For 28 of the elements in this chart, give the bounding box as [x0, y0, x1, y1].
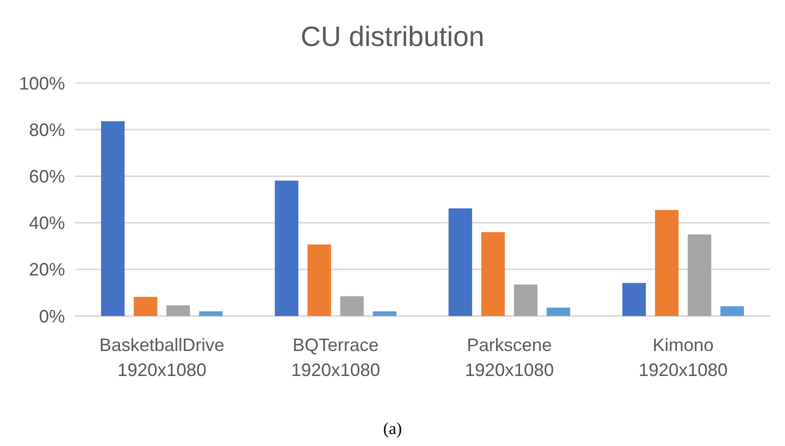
bar	[688, 234, 712, 316]
y-tick-label: 80%	[28, 120, 65, 140]
bar	[101, 121, 125, 316]
text: (a)	[383, 419, 402, 438]
x-tick-label: Parkscene 1920x1080	[464, 335, 554, 380]
y-tick-label: 20%	[28, 260, 65, 280]
bar	[308, 244, 332, 316]
bar	[372, 311, 396, 316]
bar	[340, 296, 364, 316]
bar	[720, 306, 744, 316]
y-tick-label: 0%	[38, 306, 65, 326]
x-tick-label: BasketballDrive 1920x1080	[99, 335, 224, 380]
bar	[134, 296, 158, 316]
y-tick-label: 60%	[28, 166, 65, 186]
y-tick-label: 40%	[28, 213, 65, 234]
bar	[546, 308, 570, 316]
x-tick-label: BQTerrace 1920x1080	[291, 335, 380, 380]
y-tick-label: 100%	[18, 73, 65, 94]
bar	[481, 232, 505, 316]
bar	[514, 284, 538, 316]
bar	[622, 282, 646, 316]
bar	[655, 210, 679, 316]
chart-title: CU distribution	[300, 21, 484, 52]
bar	[274, 180, 298, 316]
bar	[448, 208, 472, 316]
bar	[199, 311, 223, 316]
bar	[166, 305, 190, 316]
x-tick-label: Kimono 1920x1080	[638, 335, 728, 380]
